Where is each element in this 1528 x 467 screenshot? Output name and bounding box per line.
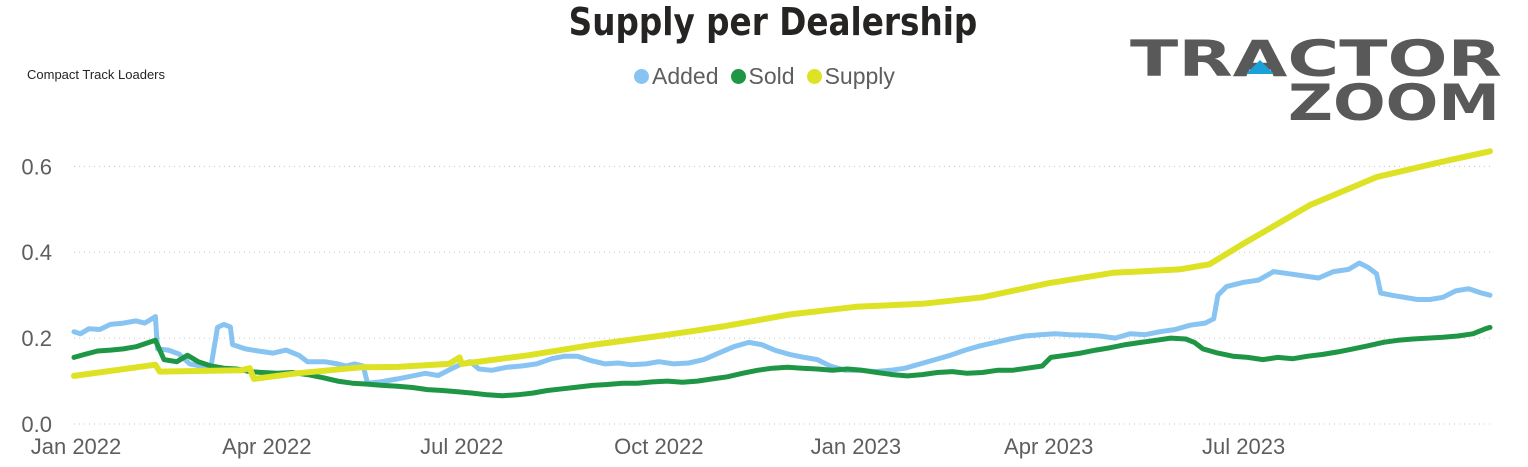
legend-label-added: Added <box>652 63 719 89</box>
y-tick-label: 0.6 <box>21 154 52 179</box>
x-tick-label: Apr 2022 <box>222 434 311 459</box>
x-tick-label: Jul 2023 <box>1202 434 1285 459</box>
x-tick-label: Jan 2023 <box>811 434 902 459</box>
series-line-supply[interactable] <box>71 148 1493 382</box>
grid-lines <box>74 165 1490 425</box>
y-axis: 0.0 0.2 0.4 0.6 <box>21 154 52 437</box>
chart-title: Supply per Dealership <box>568 0 978 44</box>
legend-label-sold: Sold <box>748 63 795 89</box>
series-line-sold[interactable] <box>71 324 1493 399</box>
x-tick-label: Jul 2022 <box>420 434 503 459</box>
series-group <box>71 148 1493 399</box>
chart-subtitle: Compact Track Loaders <box>27 67 166 82</box>
legend-item-sold[interactable]: Sold <box>730 63 795 90</box>
y-tick-label: 0.2 <box>21 326 52 351</box>
x-axis: Jan 2022 Apr 2022 Jul 2022 Oct 2022 Jan 2023… <box>31 434 1286 459</box>
legend-dot-sold <box>730 69 746 84</box>
legend-dot-supply <box>806 69 822 84</box>
logo-line1: TRACTOR <box>1130 36 1502 88</box>
x-tick-label: Apr 2023 <box>1004 434 1093 459</box>
x-tick-label: Oct 2022 <box>614 434 703 459</box>
legend: Added Sold Supply <box>634 63 907 90</box>
logo-accent-triangle <box>1246 60 1274 74</box>
x-tick-label: Jan 2022 <box>31 434 122 459</box>
legend-label-supply: Supply <box>824 63 895 89</box>
legend-dot-added <box>634 69 649 84</box>
y-tick-label: 0.4 <box>21 240 52 265</box>
logo-line2: ZOOM <box>1288 74 1500 122</box>
series-line-added[interactable] <box>71 260 1493 386</box>
legend-item-supply[interactable]: Supply <box>806 63 895 90</box>
legend-item-added[interactable]: Added <box>634 63 719 90</box>
y-tick-label: 0.0 <box>21 412 52 437</box>
tractor-zoom-logo: TRACTOR ZOOM <box>1130 36 1502 122</box>
